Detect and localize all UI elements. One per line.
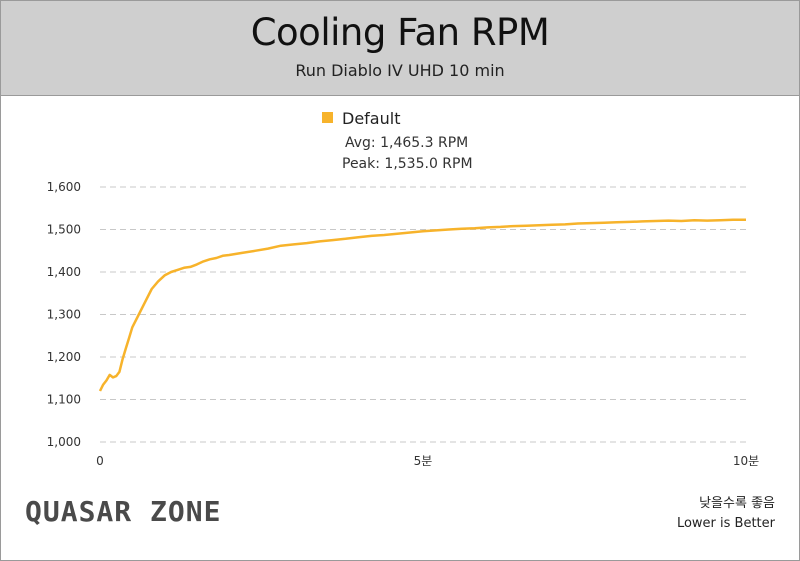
series-layer: [98, 218, 746, 392]
chart-header: Cooling Fan RPM Run Diablo IV UHD 10 min: [1, 1, 799, 96]
chart-title: Cooling Fan RPM: [250, 11, 550, 54]
y-tick-label: 1,500: [47, 223, 81, 237]
note-korean: 낮을수록 좋음: [699, 496, 775, 511]
x-tick-label: 0: [96, 454, 104, 468]
x-axis-ticks: 0 5분 10분: [96, 454, 759, 468]
footer-note: 낮을수록 좋음 Lower is Better: [677, 494, 775, 534]
y-tick-label: 1,600: [47, 180, 81, 194]
y-tick-label: 1,300: [47, 308, 81, 322]
x-tick-label: 5분: [414, 454, 433, 468]
legend: Default Avg: 1,465.3 RPM Peak: 1,535.0 R…: [322, 109, 473, 172]
chart-subtitle: Run Diablo IV UHD 10 min: [295, 61, 505, 80]
legend-swatch: [322, 112, 333, 123]
y-tick-label: 1,000: [47, 435, 81, 449]
series-line-default: [98, 218, 746, 392]
y-tick-label: 1,200: [47, 350, 81, 364]
brand-logo: QUASAR ZONE: [25, 495, 222, 528]
y-tick-label: 1,400: [47, 265, 81, 279]
x-tick-label: 10분: [733, 454, 759, 468]
legend-avg: Avg: 1,465.3 RPM: [345, 135, 468, 151]
legend-series-name: Default: [342, 109, 400, 128]
note-english: Lower is Better: [676, 516, 775, 531]
grid-lines: [100, 186, 746, 443]
y-axis-ticks: 1,000 1,100 1,200 1,300 1,400 1,500 1,600: [47, 180, 81, 449]
y-tick-label: 1,100: [47, 393, 81, 407]
legend-peak: Peak: 1,535.0 RPM: [342, 156, 473, 172]
